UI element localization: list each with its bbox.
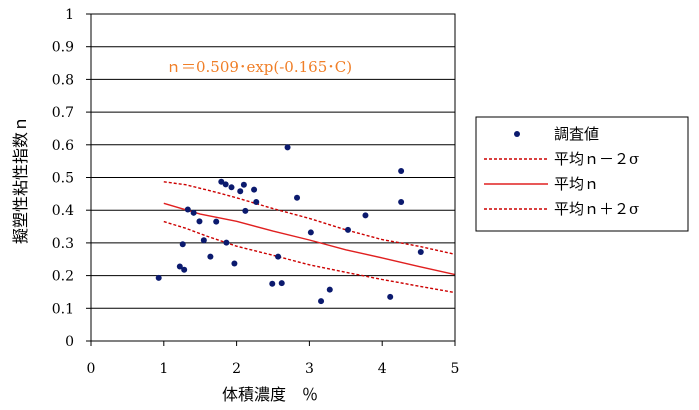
y-tick-label: 0.4 [52, 203, 74, 219]
y-tick-label: 0.2 [52, 269, 74, 285]
data-point [228, 184, 235, 191]
data-point [362, 212, 369, 219]
x-tick-labels: 0 1 2 3 4 5 [87, 361, 460, 377]
y-axis-title: 擬塑性粘性指数ｎ [11, 116, 30, 244]
series-line [163, 181, 456, 255]
data-point [344, 226, 351, 233]
x-tick-label: 5 [451, 361, 460, 377]
data-point [242, 207, 249, 214]
x-tick-label: 4 [378, 361, 387, 377]
data-point [284, 144, 291, 151]
y-tick-label: 0.1 [52, 301, 74, 317]
data-point [155, 274, 162, 281]
legend-box [475, 116, 689, 232]
data-point [387, 293, 394, 300]
data-point [251, 186, 258, 193]
data-point [179, 241, 186, 248]
data-point [196, 218, 203, 225]
y-tick-label: 0.6 [52, 138, 74, 154]
series-lines [163, 181, 456, 294]
data-point [240, 181, 247, 188]
y-tick-label: 0.7 [52, 105, 74, 121]
data-point [218, 178, 225, 185]
legend-label: 平均ｎ－２σ [554, 150, 639, 168]
y-tick-label: 0 [65, 334, 74, 350]
data-point [398, 199, 405, 206]
y-tick-label: 0.9 [52, 40, 74, 56]
x-axis-title: 体積濃度 ％ [222, 385, 318, 404]
y-tick-label: 0.8 [52, 72, 74, 88]
data-point [181, 266, 188, 273]
data-point [176, 263, 183, 270]
legend-label: 調査値 [554, 125, 599, 143]
legend-marker [514, 131, 520, 137]
data-point [294, 194, 301, 201]
x-tick-label: 2 [232, 361, 241, 377]
data-point [253, 199, 260, 206]
y-tick-label: 0.3 [52, 236, 74, 252]
data-point [275, 253, 282, 260]
legend-label: 平均ｎ [554, 175, 599, 193]
data-point [213, 218, 220, 225]
data-point [237, 188, 244, 195]
data-point [278, 280, 285, 287]
x-tick-label: 1 [159, 361, 168, 377]
data-point [417, 249, 424, 256]
data-point [190, 209, 197, 216]
data-point [231, 260, 238, 267]
legend-label: 平均ｎ＋２σ [554, 200, 639, 218]
data-points [155, 144, 424, 305]
data-point [223, 239, 230, 246]
data-point [207, 253, 214, 260]
data-point [398, 167, 405, 174]
series-line [163, 202, 456, 276]
y-tick-label: 1 [65, 7, 74, 23]
data-point [307, 229, 314, 236]
data-point [200, 237, 207, 244]
x-tick-label: 0 [87, 361, 96, 377]
data-point [269, 280, 276, 287]
x-tick-label: 3 [305, 361, 314, 377]
data-point [184, 206, 191, 213]
data-point [222, 181, 229, 188]
data-point [318, 298, 325, 305]
data-point [326, 286, 333, 293]
y-tick-labels: 0 0.1 0.2 0.3 0.4 0.5 0.6 0.7 0.8 0.9 1 [52, 7, 74, 350]
y-tick-label: 0.5 [52, 171, 74, 187]
fit-equation-annotation: ｎ＝0.509･exp(-0.165･C) [166, 58, 352, 76]
plot-area-border [90, 13, 456, 342]
